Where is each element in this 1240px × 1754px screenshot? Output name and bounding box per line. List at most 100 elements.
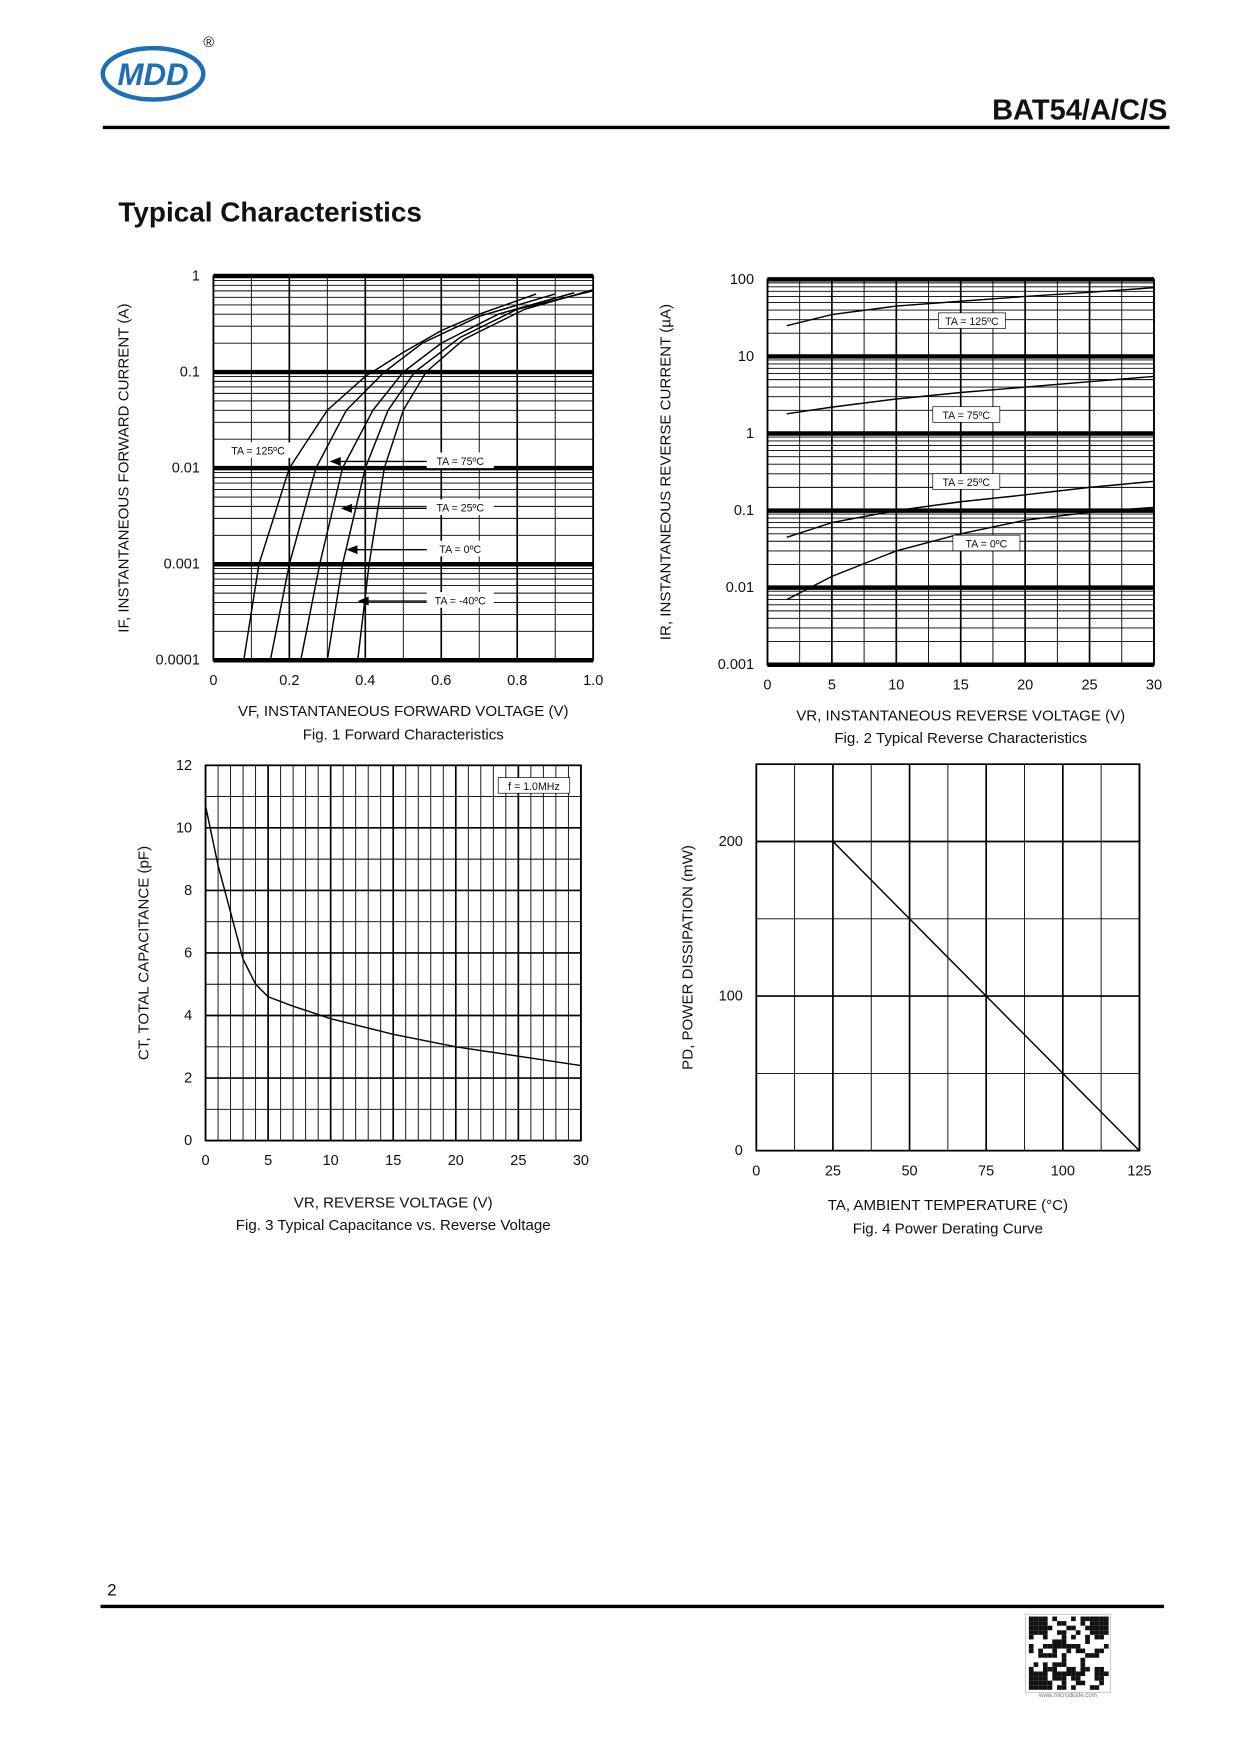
x-tick-label: 0	[202, 1153, 210, 1169]
arrow-head	[329, 456, 341, 466]
plot-border	[204, 764, 582, 1142]
qr-cell	[1094, 1616, 1100, 1622]
qr-cell	[1089, 1625, 1095, 1631]
qr-cell	[1038, 1630, 1043, 1635]
series-label: TA = 125ºC	[231, 446, 285, 458]
qr-cell	[1075, 1648, 1081, 1654]
qr-cell	[1071, 1671, 1076, 1677]
label-bg	[497, 777, 571, 794]
x-tick-label: 20	[1017, 677, 1033, 693]
qr-cell	[1085, 1653, 1090, 1658]
x-tick-label: 25	[1081, 677, 1097, 693]
qr-cell	[1052, 1644, 1058, 1649]
y-axis-label: IF, INSTANTANEOUS FORWARD CURRENT (A)	[115, 304, 132, 633]
qr-cell	[1028, 1671, 1034, 1677]
curve	[756, 840, 1140, 1152]
curve	[786, 286, 1155, 327]
qr-cell	[1028, 1685, 1034, 1690]
qr-cell	[1094, 1648, 1100, 1654]
part-title: BAT54/A/C/S	[992, 95, 1167, 127]
page-number: 2	[107, 1580, 116, 1599]
x-tick-label: 30	[573, 1153, 589, 1169]
x-tick-label: 75	[978, 1163, 994, 1179]
qr-cell	[1099, 1630, 1104, 1635]
qr-cell	[1028, 1630, 1034, 1635]
qr-cell	[1103, 1616, 1109, 1622]
x-tick-label: 50	[901, 1163, 917, 1179]
qr-caption: www.microdiode.com	[1038, 1692, 1097, 1699]
qr-cell	[1061, 1621, 1067, 1626]
curve	[204, 805, 582, 1067]
qr-cell	[1038, 1625, 1043, 1631]
qr-cell	[1061, 1653, 1067, 1658]
qr-cell	[1061, 1630, 1067, 1635]
qr-cell	[1085, 1666, 1090, 1672]
logo-ring	[100, 45, 206, 102]
y-tick-label: 6	[184, 945, 192, 961]
qr-cell	[1066, 1644, 1072, 1649]
qr-cell	[1042, 1644, 1048, 1649]
y-tick-label: 8	[184, 883, 192, 899]
x-tick-label: 20	[448, 1153, 464, 1169]
qr-cell	[1094, 1625, 1100, 1631]
qr-cell	[1028, 1676, 1034, 1681]
qr-cell	[1103, 1625, 1109, 1631]
qr-cell	[1052, 1671, 1058, 1677]
qr-cell	[1047, 1625, 1053, 1631]
qr-cell	[1061, 1634, 1067, 1640]
qr-cell	[1047, 1666, 1053, 1672]
qr-cell	[1094, 1653, 1100, 1658]
y-tick-label: 0.01	[172, 461, 200, 477]
qr-cell	[1052, 1616, 1058, 1622]
qr-cell	[1099, 1676, 1104, 1681]
label-bg	[938, 312, 1006, 329]
x-axis-label: VF, INSTANTANEOUS FORWARD VOLTAGE (V)	[238, 703, 569, 720]
qr-cell	[1094, 1621, 1100, 1626]
qr-cell	[1099, 1625, 1104, 1631]
label-bg	[932, 406, 1001, 423]
y-axis-label: CT, TOTAL CAPACITANCE (pF)	[136, 846, 153, 1060]
qr-cell	[1057, 1676, 1062, 1681]
qr-cell	[1061, 1639, 1067, 1645]
qr-cell	[1038, 1685, 1043, 1690]
qr-cell	[1080, 1657, 1086, 1663]
qr-cell	[1089, 1616, 1095, 1622]
qr-cell	[1066, 1671, 1072, 1677]
qr-cell	[1085, 1639, 1090, 1645]
plot-border	[212, 275, 595, 662]
qr-cell	[1057, 1621, 1062, 1626]
y-tick-label: 100	[719, 989, 743, 1005]
qr-cell	[1075, 1644, 1081, 1649]
curve	[269, 293, 556, 661]
x-tick-label: 10	[888, 677, 904, 693]
plot-border	[766, 278, 1155, 666]
x-tick-label: 0.4	[355, 673, 375, 689]
series-label: TA = 125ºC	[945, 316, 999, 328]
y-tick-label: 10	[738, 349, 754, 365]
y-tick-label: 4	[184, 1008, 192, 1024]
y-tick-label: 2	[184, 1071, 192, 1087]
qr-cell	[1080, 1621, 1086, 1626]
qr-cell	[1085, 1634, 1090, 1640]
x-tick-label: 25	[510, 1153, 526, 1169]
qr-cell	[1099, 1634, 1104, 1640]
qr-cell	[1042, 1662, 1048, 1667]
qr-cell	[1052, 1662, 1058, 1667]
logo: MDD ®	[100, 35, 214, 102]
qr-cell	[1042, 1676, 1048, 1681]
qr-cell	[1094, 1634, 1100, 1640]
qr-cell	[1061, 1671, 1067, 1677]
qr-cell	[1057, 1644, 1062, 1649]
x-tick-label: 15	[953, 677, 969, 693]
qr-cell	[1071, 1676, 1076, 1681]
qr-cell	[1052, 1676, 1058, 1681]
qr-cell	[1042, 1621, 1048, 1626]
qr-cell	[1075, 1676, 1081, 1681]
qr-cell	[1042, 1666, 1048, 1672]
y-tick-label: 1	[746, 426, 754, 442]
qr-cell	[1089, 1630, 1095, 1635]
arrow-head	[357, 596, 369, 606]
curve	[356, 289, 594, 661]
x-tick-label: 30	[1146, 677, 1162, 693]
